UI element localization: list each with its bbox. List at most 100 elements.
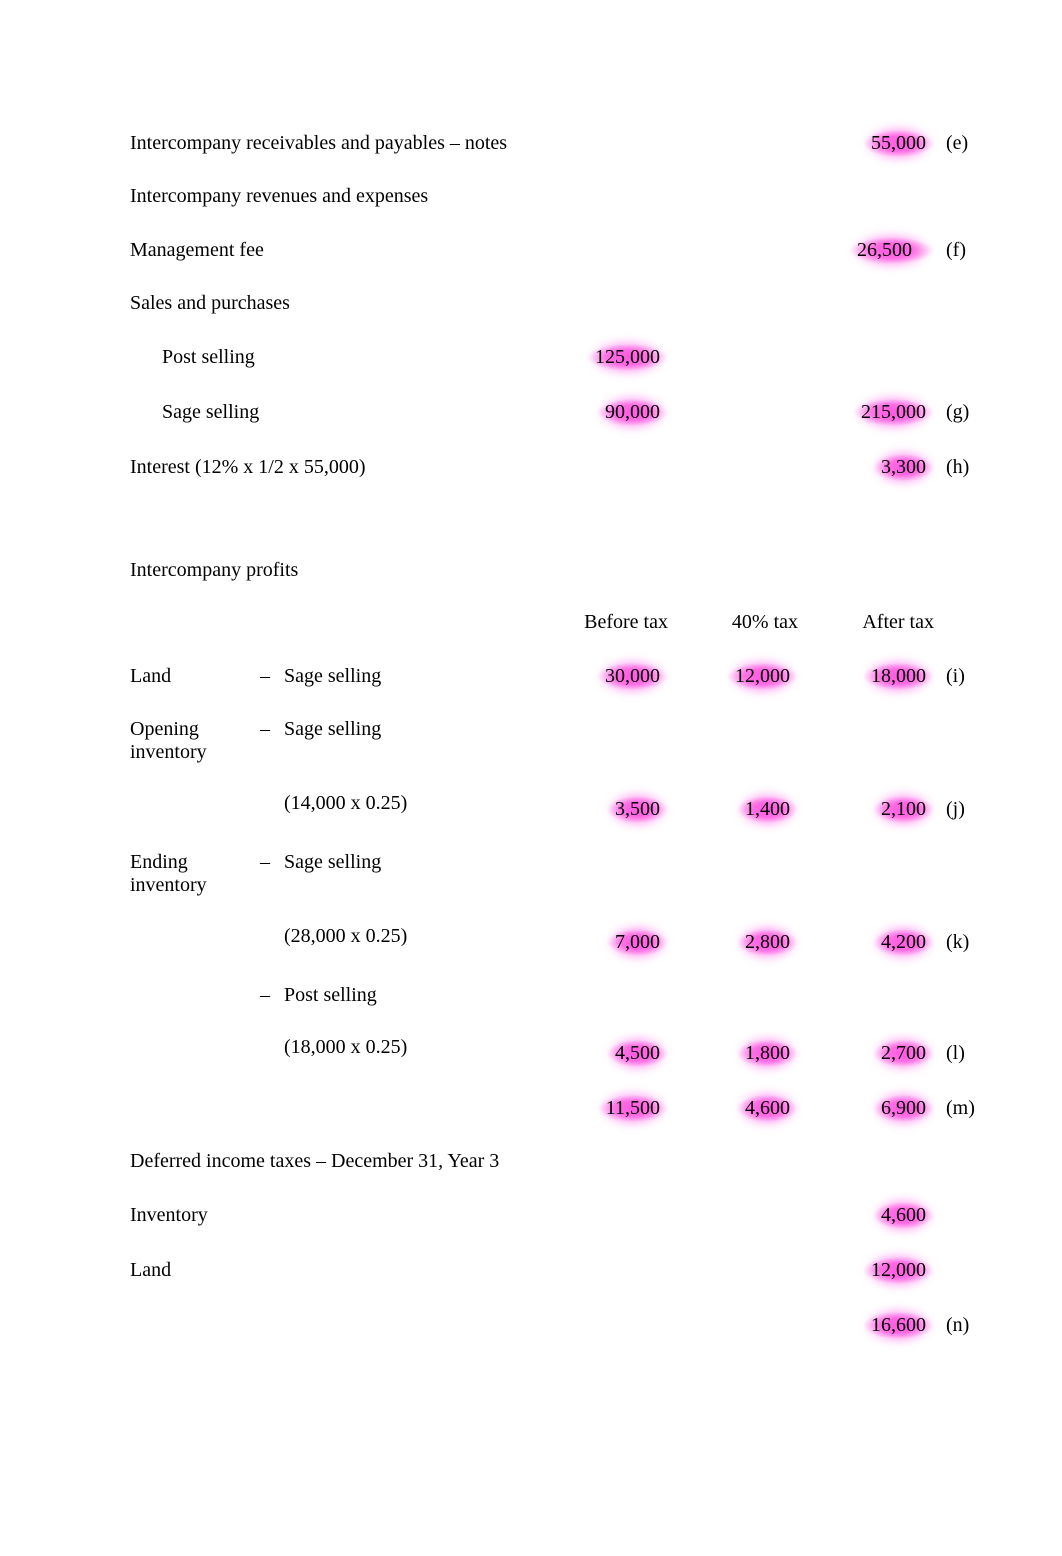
before-tax-value: 3,500 — [550, 796, 680, 823]
item-row: Sage selling90,000215,000(g) — [130, 399, 992, 426]
item-row: Interest (12% x 1/2 x 55,000) 3,300 (h) — [130, 454, 992, 481]
before-tax-value: 4,500 — [550, 1040, 680, 1067]
profits-header-row: Before tax 40% tax After tax — [130, 611, 992, 635]
reference-letter: (n) — [940, 1314, 980, 1337]
item-label: Management fee — [130, 239, 550, 262]
after-tax-value: 4,200 — [810, 929, 940, 956]
deferred-value: 16,600 — [810, 1312, 940, 1339]
value-col-1: 125,000 — [550, 344, 680, 371]
highlighted-value: 90,000 — [597, 399, 668, 426]
reference-letter: (e) — [940, 132, 980, 155]
reference-letter: (f) — [940, 239, 980, 262]
highlighted-value: 16,600 — [863, 1312, 934, 1339]
item-row: Management fee 26,500 (f) — [130, 237, 992, 264]
tax-40-value: 4,600 — [680, 1095, 810, 1122]
highlighted-value: 12,000 — [727, 663, 798, 690]
value-col-2: 215,000 — [810, 399, 940, 426]
highlighted-value: 2,800 — [737, 929, 798, 956]
reference-letter: (i) — [940, 665, 980, 688]
item-row: Post selling 125,000 — [130, 344, 992, 371]
profit-label: (28,000 x 0.25) — [130, 925, 550, 948]
deferred-label: Inventory — [130, 1204, 550, 1227]
section-title-row: Deferred income taxes – December 31, Yea… — [130, 1150, 992, 1174]
profit-label: Land–Sage selling — [130, 665, 550, 688]
tax-40-value: 12,000 — [680, 663, 810, 690]
header-before-tax: Before tax — [550, 611, 680, 634]
highlighted-value: 2,700 — [873, 1040, 934, 1067]
item-label: Intercompany receivables and payables – … — [130, 132, 550, 155]
item-row: Sales and purchases — [130, 292, 992, 316]
tax-40-value: 2,800 — [680, 929, 810, 956]
before-tax-value: 30,000 — [550, 663, 680, 690]
profit-row: (18,000 x 0.25) 4,500 1,800 2,700 (l) — [130, 1036, 992, 1067]
highlighted-value: 55,000 — [863, 130, 934, 157]
highlighted-value: 6,900 — [873, 1095, 934, 1122]
highlighted-value: 4,200 — [873, 929, 934, 956]
profit-row: (28,000 x 0.25) 7,000 2,800 4,200 (k) — [130, 925, 992, 956]
highlighted-value: 1,400 — [737, 796, 798, 823]
after-tax-value: 2,100 — [810, 796, 940, 823]
item-label: Sales and purchases — [130, 292, 550, 315]
deferred-row: Land 12,000 — [130, 1257, 992, 1284]
highlighted-value: 1,800 — [737, 1040, 798, 1067]
after-tax-value: 18,000 — [810, 663, 940, 690]
section-title-row: Intercompany profits — [130, 559, 992, 583]
profit-row: (14,000 x 0.25) 3,500 1,400 2,100 (j) — [130, 792, 992, 823]
deferred-value: 4,600 — [810, 1202, 940, 1229]
value-col-1: 90,000 — [550, 399, 680, 426]
profit-label: (14,000 x 0.25) — [130, 792, 550, 815]
highlighted-value: 3,300 — [873, 454, 934, 481]
section-intercompany-profits: Land–Sage selling 30,000 12,000 18,000 (i) Op… — [130, 663, 992, 1122]
after-tax-value: 6,900 — [810, 1095, 940, 1122]
document-page: Intercompany receivables and payables – … — [0, 0, 1062, 1427]
highlighted-value: 30,000 — [597, 663, 668, 690]
before-tax-value: 7,000 — [550, 929, 680, 956]
reference-letter: (j) — [940, 798, 980, 821]
profit-row: –Post selling — [130, 984, 992, 1008]
item-label: Interest (12% x 1/2 x 55,000) — [130, 456, 550, 479]
reference-letter: (m) — [940, 1097, 980, 1120]
reference-letter: (h) — [940, 456, 980, 479]
item-label: Intercompany revenues and expenses — [130, 185, 550, 208]
value-col-2: 26,500 — [810, 237, 940, 264]
reference-letter: (k) — [940, 931, 980, 954]
highlighted-value: 12,000 — [863, 1257, 934, 1284]
deferred-row: Inventory 4,600 — [130, 1202, 992, 1229]
highlighted-value: 125,000 — [587, 344, 668, 371]
highlighted-value: 26,500 — [849, 237, 934, 264]
deferred-row: 16,600 (n) — [130, 1312, 992, 1339]
highlighted-value: 4,600 — [737, 1095, 798, 1122]
highlighted-value: 7,000 — [607, 929, 668, 956]
profit-label: Opening inventory–Sage selling — [130, 718, 550, 764]
deferred-value: 12,000 — [810, 1257, 940, 1284]
tax-40-value: 1,800 — [680, 1040, 810, 1067]
highlighted-value: 215,000 — [853, 399, 934, 426]
tax-40-value: 1,400 — [680, 796, 810, 823]
highlighted-value: 11,500 — [598, 1095, 668, 1122]
profit-row: Opening inventory–Sage selling — [130, 718, 992, 764]
highlighted-value: 4,500 — [607, 1040, 668, 1067]
value-col-2: 55,000 — [810, 130, 940, 157]
profit-label: –Post selling — [130, 984, 550, 1007]
before-tax-value: 11,500 — [550, 1095, 680, 1122]
deferred-taxes-title: Deferred income taxes – December 31, Yea… — [130, 1150, 499, 1173]
after-tax-value: 2,700 — [810, 1040, 940, 1067]
highlighted-value: 2,100 — [873, 796, 934, 823]
highlighted-value: 18,000 — [863, 663, 934, 690]
value-col-2: 3,300 — [810, 454, 940, 481]
header-after-tax: After tax — [810, 611, 940, 634]
item-row: Intercompany receivables and payables – … — [130, 130, 992, 157]
profit-row: Ending inventory–Sage selling — [130, 851, 992, 897]
profit-row: 11,500 4,600 6,900 (m) — [130, 1095, 992, 1122]
profit-label: Ending inventory–Sage selling — [130, 851, 550, 897]
section-intercompany-items: Intercompany receivables and payables – … — [130, 130, 992, 481]
profit-row: Land–Sage selling 30,000 12,000 18,000 (i) — [130, 663, 992, 690]
highlighted-value: 3,500 — [607, 796, 668, 823]
item-label: Post selling — [130, 346, 550, 369]
highlighted-value: 4,600 — [873, 1202, 934, 1229]
profit-label: (18,000 x 0.25) — [130, 1036, 550, 1059]
deferred-label: Land — [130, 1259, 550, 1282]
item-row: Intercompany revenues and expenses — [130, 185, 992, 209]
reference-letter: (l) — [940, 1042, 980, 1065]
reference-letter: (g) — [940, 401, 980, 424]
